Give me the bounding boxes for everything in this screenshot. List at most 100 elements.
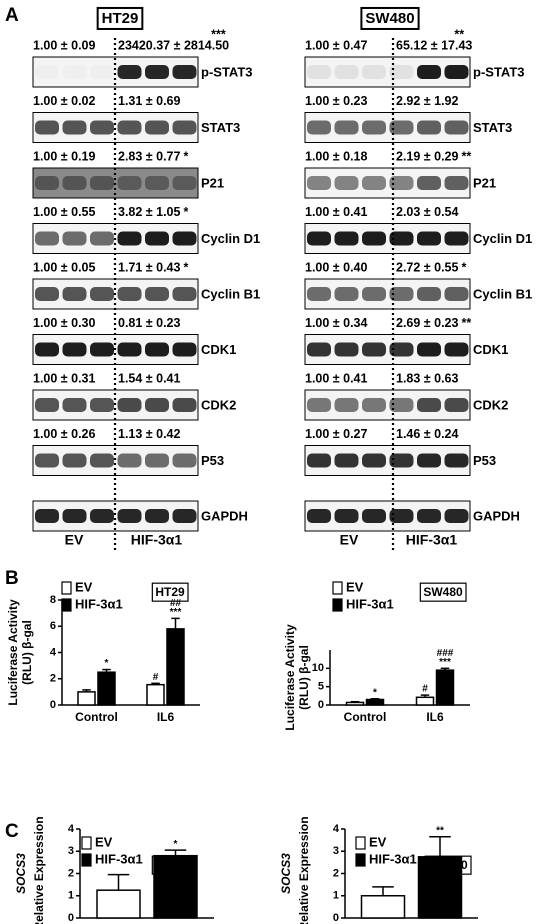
band <box>35 509 59 523</box>
cell-line-title: SW480 <box>365 10 414 27</box>
band <box>145 120 169 135</box>
band <box>417 509 441 523</box>
band <box>389 398 414 412</box>
quant-hif: 2.72 ± 0.55 <box>396 260 459 274</box>
blot-frame <box>32 112 199 143</box>
protein-label: CDK1 <box>473 342 508 357</box>
x-tick-label: Control <box>75 710 118 724</box>
title-box <box>96 6 144 30</box>
chart-title: SW480 <box>428 858 468 872</box>
protein-label: Cyclin B1 <box>473 286 532 301</box>
quant-ev: 1.00 ± 0.26 <box>33 427 96 441</box>
quant-hif: 2.03 ± 0.54 <box>396 205 459 219</box>
legend-label: EV <box>75 579 93 594</box>
band <box>417 453 441 468</box>
band <box>62 453 87 468</box>
band <box>172 120 197 135</box>
y-tick-label: 6 <box>50 620 56 632</box>
blot-frame <box>32 500 199 532</box>
band <box>389 342 414 357</box>
band <box>334 509 359 523</box>
quant-hif: 0.81 ± 0.23 <box>118 316 181 330</box>
protein-label: Cyclin D1 <box>201 231 260 246</box>
significance: # <box>422 684 428 695</box>
band <box>444 398 469 412</box>
protein-label: P21 <box>473 175 496 190</box>
legend-label: HIF-3α1 <box>95 851 143 866</box>
quant-ev: 1.00 ± 0.27 <box>305 427 368 441</box>
legend-swatch <box>61 598 72 612</box>
band <box>417 287 441 301</box>
band <box>307 453 331 468</box>
chart-title: HT29 <box>155 858 185 872</box>
quant-hif: 1.71 ± 0.43 <box>118 260 181 274</box>
band <box>90 231 114 246</box>
panel-label: C <box>5 821 19 842</box>
band <box>117 287 142 301</box>
quant-hif: 1.83 ± 0.63 <box>396 371 459 385</box>
y-axis-label: Relative Expression <box>32 816 46 924</box>
band <box>62 509 87 523</box>
y-tick-label: 0 <box>50 699 56 711</box>
title-box <box>419 582 467 602</box>
band <box>145 342 169 357</box>
x-tick-label: Control <box>344 710 387 724</box>
band <box>145 65 169 79</box>
quant-hif: 2.92 ± 1.92 <box>396 94 459 108</box>
band <box>362 65 386 79</box>
legend-swatch <box>332 581 343 595</box>
band <box>35 287 59 301</box>
significance: ** <box>436 825 444 836</box>
band <box>389 453 414 468</box>
band <box>444 287 469 301</box>
quant-hif: 2.69 ± 0.23 <box>396 316 459 330</box>
band <box>417 120 441 135</box>
band <box>444 342 469 357</box>
significance: * <box>174 839 178 850</box>
legend-label: EV <box>346 579 364 594</box>
band <box>334 65 359 79</box>
band <box>334 231 359 246</box>
band <box>444 65 469 79</box>
band <box>62 176 87 190</box>
band <box>90 398 114 412</box>
band <box>307 509 331 523</box>
band <box>90 65 114 79</box>
quant-hif: 1.54 ± 0.41 <box>118 371 181 385</box>
band <box>362 398 386 412</box>
band <box>145 453 169 468</box>
band <box>389 231 414 246</box>
protein-label: GAPDH <box>201 508 248 523</box>
y-axis-label: SOCS3 <box>279 853 293 894</box>
significance: ### <box>437 648 454 659</box>
band <box>334 287 359 301</box>
band <box>444 120 469 135</box>
band <box>334 176 359 190</box>
quant-hif: 2.19 ± 0.29 <box>396 149 459 163</box>
significance: * <box>183 149 188 163</box>
y-tick-label: 0 <box>333 912 339 924</box>
quant-hif: 65.12 ± 17.43 <box>396 38 472 52</box>
protein-label: p-STAT3 <box>201 64 253 79</box>
legend-label: EV <box>369 834 387 849</box>
y-axis-label: (RLU) β-gal <box>297 645 311 710</box>
band <box>362 287 386 301</box>
protein-label: GAPDH <box>473 508 520 523</box>
protein-label: CDK2 <box>473 397 508 412</box>
quant-hif: 23420.37 ± 2814.50 <box>118 38 229 52</box>
significance: ** <box>454 27 464 41</box>
protein-label: p-STAT3 <box>473 64 525 79</box>
bar <box>360 895 406 919</box>
quant-ev: 1.00 ± 0.40 <box>305 260 368 274</box>
y-tick-label: 3 <box>68 845 74 857</box>
y-tick-label: 3 <box>333 845 339 857</box>
band <box>145 176 169 190</box>
significance: * <box>373 687 377 698</box>
band <box>362 453 386 468</box>
blot-frame <box>304 278 471 310</box>
band <box>35 176 59 190</box>
panel-label: A <box>5 5 19 26</box>
quant-hif: 3.82 ± 1.05 <box>118 205 181 219</box>
band <box>90 176 114 190</box>
